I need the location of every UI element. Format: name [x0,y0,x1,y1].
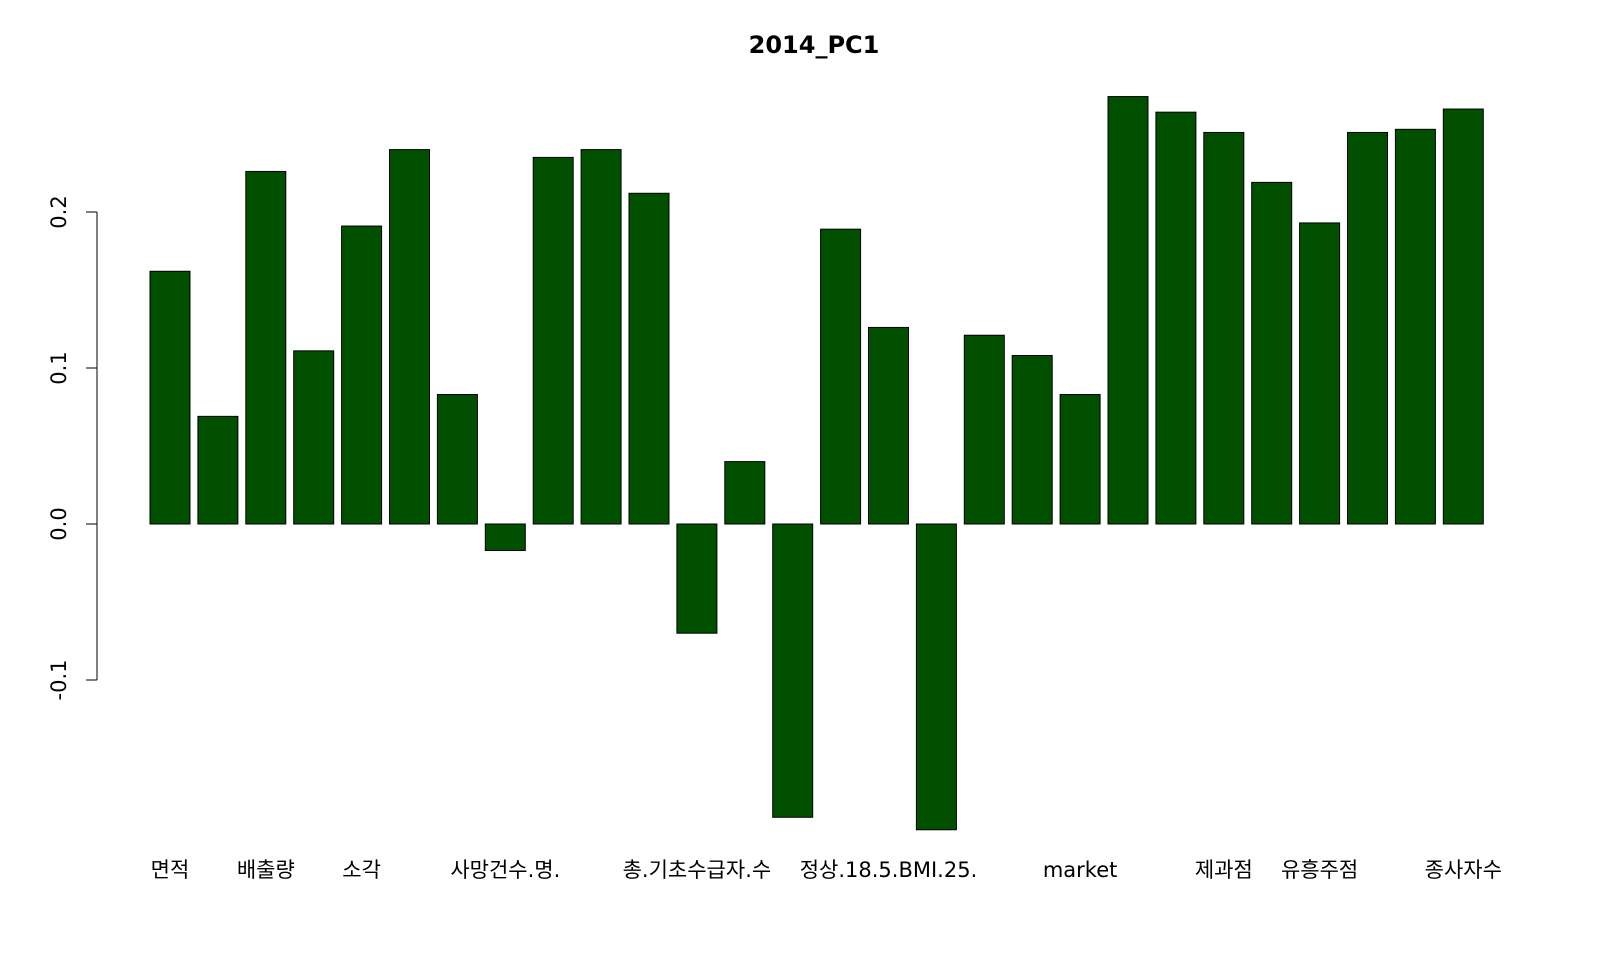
bar [1299,222,1341,525]
chart-title: 2014_PC1 [749,31,880,59]
bar [772,523,814,818]
x-tick-label: 배출량 [237,858,295,882]
y-tick-label: -0.1 [47,660,71,701]
y-tick-label: 0.0 [47,507,71,540]
bar [628,192,670,525]
bar [1011,355,1053,525]
bar [1059,394,1101,525]
bar [868,326,909,525]
y-tick-label: 0.1 [47,351,71,384]
bar [676,523,718,634]
y-tick-label: 0.2 [47,195,71,228]
bar [245,170,287,525]
bar [293,350,335,525]
bar [820,228,862,525]
bar [1203,131,1245,525]
x-tick-label: 소각 [342,858,381,882]
x-tick-label: 총.기초수급자.수 [623,858,772,882]
bar [1155,111,1197,525]
x-tick-label: 종사자수 [1425,858,1502,882]
x-tick-label: 사망건수.명. [450,858,560,882]
x-tick-label: 면적 [151,858,190,882]
bar [915,523,957,831]
bar [532,156,574,525]
bar [963,334,1005,525]
bar [484,523,526,552]
bar [436,394,478,525]
x-tick-label: 제과점 [1195,858,1253,882]
x-tick-label: 유흥주점 [1281,858,1358,882]
x-tick-label: 정상.18.5.BMI.25. [800,858,978,882]
bar [341,225,383,525]
bar [389,149,430,525]
bar [724,461,766,525]
bar [1251,181,1293,525]
bar [1442,108,1484,525]
bar [197,415,239,525]
bar [1107,96,1149,525]
bar [580,149,622,525]
bar [1347,131,1388,525]
x-tick-label: market [1043,858,1118,882]
bar [1394,128,1436,525]
bar [149,270,191,525]
